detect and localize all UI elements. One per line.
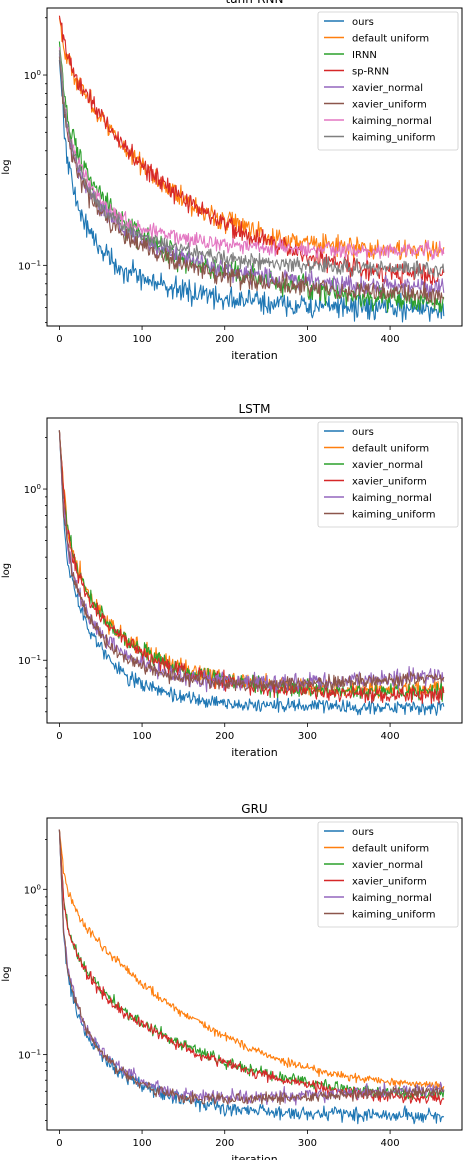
legend-label: xavier_normal [352, 460, 423, 471]
legend-label: xavier_normal [352, 83, 423, 94]
legend-label: default uniform [352, 844, 429, 855]
x-axis-label: iteration [231, 1153, 277, 1160]
x-tick-label: 400 [381, 1138, 400, 1149]
chart-panel-1: LSTM iteration log 0 100 200 300 400 100 10−1 ours… [1, 402, 463, 759]
legend-label: kaiming_uniform [352, 910, 436, 921]
series-line-ours [58, 430, 445, 716]
series-line-kaiming-normal [58, 47, 445, 261]
x-tick-label: 100 [133, 731, 152, 742]
legend-label: kaiming_uniform [352, 510, 436, 521]
x-tick-label: 0 [56, 731, 62, 742]
legend-label: IRNN [352, 50, 377, 61]
plot-frame [46, 7, 463, 327]
y-tick-label: 100 [24, 883, 41, 896]
legend-label: kaiming_normal [352, 116, 432, 127]
x-tick-label: 0 [56, 334, 62, 345]
series-line-xavier-normal [58, 53, 445, 300]
legend-label: kaiming_uniform [352, 133, 436, 144]
chart-title: GRU [241, 802, 267, 816]
x-axis-label: iteration [231, 349, 277, 362]
series-line-ours [58, 59, 445, 323]
y-tick-label: 10−1 [18, 259, 41, 272]
series-group [58, 430, 445, 716]
series-line-xavier-uniform [58, 829, 445, 1106]
y-tick-label: 100 [24, 69, 41, 82]
series-line-kaiming-uniform [58, 829, 444, 1106]
y-axis-label: log [1, 563, 12, 578]
x-tick-label: 300 [298, 1138, 317, 1149]
legend-label: ours [352, 17, 374, 28]
y-axis-label: log [1, 966, 12, 981]
x-tick-label: 300 [298, 731, 317, 742]
legend-box [317, 821, 459, 928]
legend-label: sp-RNN [352, 67, 389, 78]
legend-label: xavier_uniform [352, 100, 427, 111]
x-tick-label: 200 [215, 1138, 234, 1149]
series-line-default-uniform [58, 829, 445, 1090]
x-tick-label: 400 [381, 334, 400, 345]
x-tick-label: 100 [133, 1138, 152, 1149]
x-tick-label: 300 [298, 334, 317, 345]
x-axis-label: iteration [231, 746, 277, 759]
x-tick-label: 200 [215, 731, 234, 742]
x-tick-label: 400 [381, 731, 400, 742]
x-tick-label: 200 [215, 334, 234, 345]
plot-frame [46, 817, 463, 1131]
series-group [58, 15, 445, 323]
plot-frame [46, 417, 463, 724]
series-line-kaiming-uniform [58, 430, 445, 694]
legend-box [317, 421, 459, 528]
legend-label: kaiming_normal [352, 893, 432, 904]
series-line-xavier-uniform [58, 56, 445, 307]
chart-panel-2: GRU iteration log 0 100 200 300 400 100 10−1 ours d… [1, 802, 463, 1160]
x-tick-label: 0 [56, 1138, 62, 1149]
legend-box [317, 11, 459, 151]
series-line-sp-rnn [58, 15, 445, 288]
y-axis-label: log [1, 159, 12, 174]
legend: ours default uniform IRNN sp-RNN xavier_norm… [317, 11, 459, 151]
chart-title: LSTM [239, 402, 271, 416]
legend-label: kaiming_normal [352, 493, 432, 504]
legend-label: xavier_uniform [352, 877, 427, 888]
chart-panel-0: tanh-RNN iteration log 0 100 200 300 400 100 10−1… [1, 0, 463, 362]
legend-label: ours [352, 827, 374, 838]
chart-title: tanh-RNN [226, 0, 284, 6]
legend-label: ours [352, 427, 374, 438]
series-group [58, 829, 445, 1125]
series-line-kaiming-uniform [58, 50, 445, 279]
legend-label: default uniform [352, 34, 429, 45]
x-tick-label: 100 [133, 334, 152, 345]
legend: ours default uniform xavier_normal xavier_u… [317, 821, 459, 928]
legend-label: xavier_uniform [352, 477, 427, 488]
y-tick-label: 10−1 [18, 1049, 41, 1062]
legend: ours default uniform xavier_normal xavier_u… [317, 421, 459, 528]
legend-label: default uniform [352, 444, 429, 455]
legend-label: xavier_normal [352, 860, 423, 871]
y-tick-label: 10−1 [18, 654, 41, 667]
y-tick-label: 100 [24, 483, 41, 496]
